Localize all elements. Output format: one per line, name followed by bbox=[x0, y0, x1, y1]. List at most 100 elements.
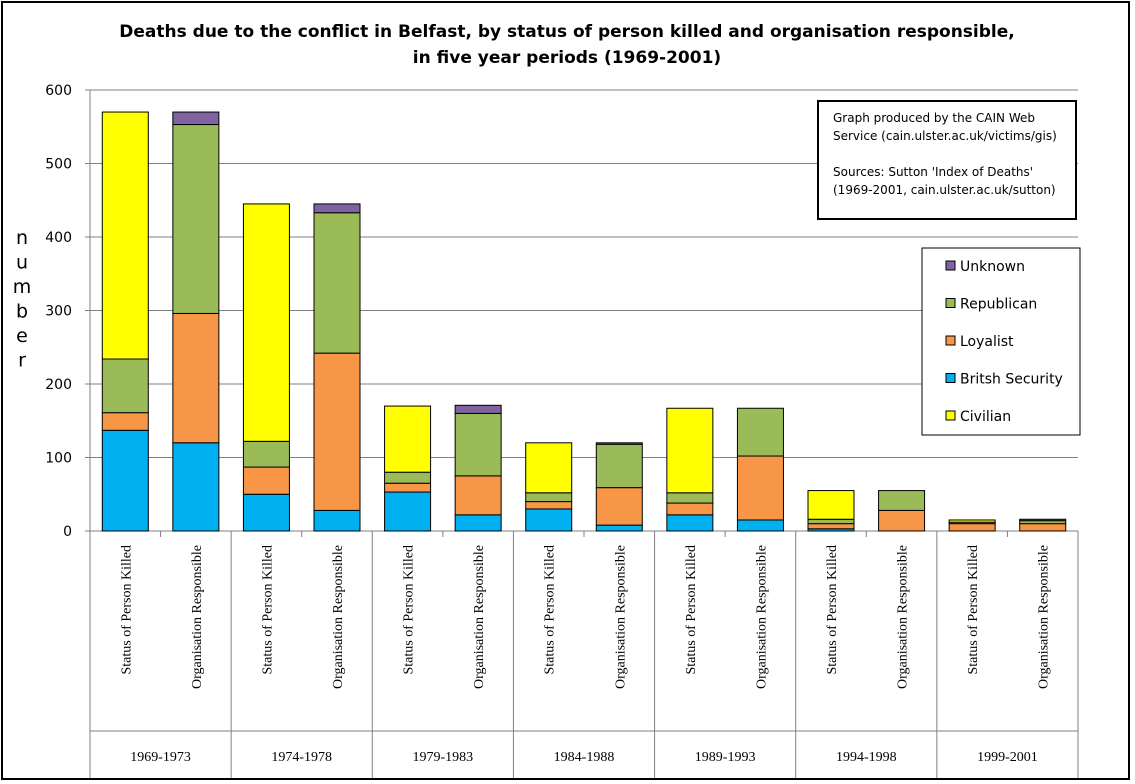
bar-segment bbox=[878, 490, 926, 511]
x-period-label: 1989-1993 bbox=[695, 750, 756, 765]
y-axis-label-letter: r bbox=[18, 350, 26, 372]
bar-segment bbox=[948, 523, 996, 532]
legend-swatch bbox=[945, 298, 956, 308]
bar-segment bbox=[313, 203, 361, 214]
bar-segment bbox=[666, 514, 714, 532]
x-category-label: Organisation Responsible bbox=[754, 545, 769, 689]
bar-segment bbox=[313, 509, 361, 532]
x-category-label: Status of Person Killed bbox=[684, 545, 699, 675]
x-category-label: Status of Person Killed bbox=[543, 545, 558, 675]
bar-segment bbox=[242, 440, 290, 468]
legend-swatch bbox=[945, 260, 956, 271]
axes: 0 100 200 300 400 500 600 Status of Person Kill… bbox=[45, 83, 1079, 778]
source-note-line-3: Sources: Sutton 'Index of Deaths' bbox=[833, 165, 1033, 179]
y-tick-label: 100 bbox=[45, 451, 72, 467]
source-note: Graph produced by the CAIN Web Service (… bbox=[817, 100, 1077, 220]
bar-segment bbox=[1019, 518, 1067, 522]
bar-segment bbox=[595, 443, 643, 489]
legend: Unknown Republican Loyalist Britsh Security… bbox=[921, 247, 1081, 436]
bar-segment bbox=[807, 523, 855, 530]
bar-segment bbox=[525, 501, 573, 510]
bar-segment bbox=[736, 407, 784, 457]
source-note-line-2: Service (cain.ulster.ac.uk/victims/gis) bbox=[833, 129, 1057, 143]
bar-segment bbox=[525, 442, 573, 494]
legend-label: Unknown bbox=[960, 259, 1025, 275]
y-axis-label-letter: n bbox=[16, 227, 28, 249]
bar-segment bbox=[878, 509, 926, 532]
y-tick-label: 600 bbox=[45, 83, 72, 99]
legend-swatch bbox=[945, 410, 956, 421]
x-category-label: Status of Person Killed bbox=[260, 545, 275, 675]
x-category-label: Organisation Responsible bbox=[613, 545, 628, 689]
bar-segment bbox=[454, 475, 502, 516]
x-category-label: Status of Person Killed bbox=[402, 545, 417, 675]
legend-label: Loyalist bbox=[960, 334, 1014, 350]
bars bbox=[101, 111, 1067, 532]
legend-label: Britsh Security bbox=[960, 372, 1063, 388]
x-category-label: Organisation Responsible bbox=[896, 545, 911, 689]
bar-segment bbox=[313, 352, 361, 511]
bar-segment bbox=[313, 212, 361, 354]
bar-segment bbox=[525, 492, 573, 503]
legend-label: Civilian bbox=[960, 409, 1011, 425]
bar-segment bbox=[736, 455, 784, 521]
bar-segment bbox=[172, 111, 220, 126]
x-category-label: Organisation Responsible bbox=[472, 545, 487, 689]
x-category-label: Status of Person Killed bbox=[825, 545, 840, 675]
y-tick-label: 200 bbox=[45, 377, 72, 393]
x-period-label: 1999-2001 bbox=[977, 750, 1038, 765]
y-tick-label: 300 bbox=[45, 304, 72, 320]
bar-segment bbox=[454, 412, 502, 477]
bar-segment bbox=[454, 404, 502, 414]
y-tick-label: 500 bbox=[45, 157, 72, 173]
legend-swatch bbox=[945, 335, 956, 346]
bar-segment bbox=[595, 524, 643, 532]
bar-segment bbox=[172, 442, 220, 532]
y-axis-label-letter: e bbox=[16, 325, 28, 347]
legend-label: Republican bbox=[960, 297, 1037, 313]
y-tick-label: 400 bbox=[45, 230, 72, 246]
source-note-line-4: (1969-2001, cain.ulster.ac.uk/sutton) bbox=[833, 183, 1056, 197]
y-axis-label-letter: b bbox=[16, 301, 28, 323]
bar-segment bbox=[595, 487, 643, 526]
bar-segment bbox=[101, 111, 149, 360]
x-category-label: Organisation Responsible bbox=[190, 545, 205, 689]
bar-segment bbox=[172, 124, 220, 314]
bar-segment bbox=[384, 491, 432, 532]
bar-segment bbox=[666, 492, 714, 504]
x-category-label: Status of Person Killed bbox=[119, 545, 134, 675]
bar-segment bbox=[595, 442, 643, 445]
legend-swatch bbox=[945, 373, 956, 383]
bar-segment bbox=[101, 412, 149, 431]
source-note-box bbox=[817, 100, 1077, 220]
chart-title-line-1: Deaths due to the conflict in Belfast, b… bbox=[119, 22, 1014, 42]
bar-segment bbox=[807, 518, 855, 525]
x-category-label: Status of Person Killed bbox=[966, 545, 981, 675]
bar-segment bbox=[384, 405, 432, 473]
bar-segment bbox=[384, 482, 432, 493]
bar-segment bbox=[101, 358, 149, 414]
bar-segment bbox=[454, 514, 502, 532]
x-category-label: Organisation Responsible bbox=[331, 545, 346, 689]
bar-segment bbox=[242, 203, 290, 442]
x-period-label: 1979-1983 bbox=[413, 750, 474, 765]
x-category-label: Organisation Responsible bbox=[1037, 545, 1052, 689]
chart-title-line-2: in five year periods (1969-2001) bbox=[413, 48, 721, 68]
y-tick-label: 0 bbox=[63, 524, 72, 540]
bar-segment bbox=[525, 508, 573, 532]
bar-segment bbox=[172, 312, 220, 444]
bar-segment bbox=[101, 429, 149, 532]
x-period-label: 1974-1978 bbox=[271, 750, 332, 765]
bar-segment bbox=[384, 471, 432, 484]
source-note-line-1: Graph produced by the CAIN Web bbox=[833, 111, 1035, 125]
bar-segment bbox=[666, 407, 714, 494]
bar-segment bbox=[807, 490, 855, 520]
bar-segment bbox=[948, 519, 996, 523]
bar-segment bbox=[736, 519, 784, 532]
x-period-label: 1969-1973 bbox=[130, 750, 191, 765]
bar-segment bbox=[242, 493, 290, 532]
bar-segment bbox=[666, 502, 714, 516]
bar-segment bbox=[242, 466, 290, 495]
